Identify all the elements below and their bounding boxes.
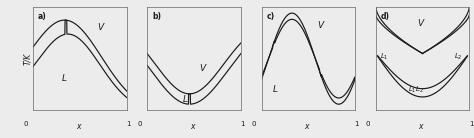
Text: 1: 1	[355, 121, 359, 127]
Text: 0: 0	[366, 121, 371, 127]
Text: x: x	[419, 122, 423, 131]
Text: $L_1L_2$: $L_1L_2$	[409, 85, 424, 95]
Text: L: L	[61, 74, 66, 83]
Text: d): d)	[380, 12, 389, 21]
Text: x: x	[190, 122, 194, 131]
Text: x: x	[76, 122, 81, 131]
Text: V: V	[199, 64, 205, 73]
Text: 1: 1	[127, 121, 131, 127]
Text: 1: 1	[240, 121, 245, 127]
Text: 0: 0	[137, 121, 142, 127]
Text: b): b)	[152, 12, 161, 21]
Text: a): a)	[38, 12, 46, 21]
Text: V: V	[97, 23, 103, 32]
Text: 1: 1	[469, 121, 474, 127]
Text: V: V	[417, 18, 423, 27]
Text: V: V	[318, 21, 324, 30]
Text: L: L	[183, 95, 188, 104]
Text: x: x	[304, 122, 309, 131]
Text: $L_1$: $L_1$	[380, 52, 389, 62]
Text: c): c)	[266, 12, 274, 21]
Text: 0: 0	[252, 121, 256, 127]
Text: 0: 0	[23, 121, 28, 127]
Text: $L_2$: $L_2$	[454, 52, 463, 62]
Text: L: L	[273, 85, 278, 94]
Y-axis label: T/K: T/K	[23, 53, 32, 65]
